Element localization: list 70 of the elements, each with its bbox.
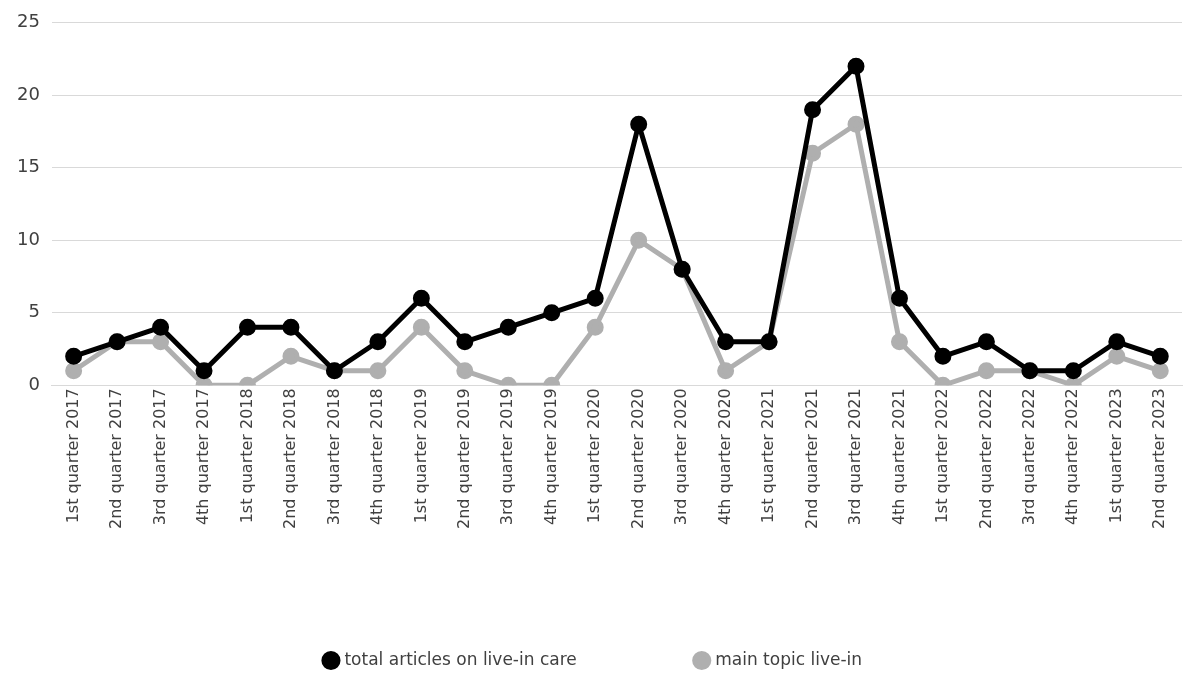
- y-tick-label: 10: [17, 227, 40, 249]
- point: [369, 362, 387, 380]
- x-tick-label: 1st quarter 2017: [62, 388, 82, 524]
- point: [65, 362, 83, 380]
- x-tick-label: 2nd quarter 2021: [801, 388, 821, 530]
- point: [195, 362, 213, 380]
- x-tick-label: 4th quarter 2022: [1062, 388, 1082, 526]
- point: [934, 347, 952, 365]
- x-tick-label: 1st quarter 2019: [410, 388, 430, 524]
- x-tick-label: 2nd quarter 2022: [975, 388, 995, 530]
- x-tick-label: 1st quarter 2020: [584, 388, 604, 524]
- legend-label: main topic live-in: [715, 648, 863, 669]
- x-tick-label: 4th quarter 2019: [540, 388, 560, 526]
- x-tick-label: 2nd quarter 2020: [627, 388, 647, 530]
- point: [630, 115, 648, 133]
- point: [152, 318, 170, 336]
- point: [369, 333, 387, 351]
- y-tick-label: 25: [17, 10, 40, 32]
- y-tick-label: 5: [28, 300, 40, 322]
- x-tick-label: 4th quarter 2017: [193, 388, 213, 526]
- x-tick-label: 2nd quarter 2019: [453, 388, 473, 530]
- x-tick-label: 4th quarter 2020: [714, 388, 734, 526]
- point: [412, 318, 430, 336]
- point: [717, 333, 735, 351]
- point: [847, 115, 865, 133]
- point: [1108, 333, 1126, 351]
- x-tick-label: 3rd quarter 2018: [323, 388, 343, 526]
- x-tick-label: 1st quarter 2022: [932, 388, 952, 524]
- point: [543, 304, 561, 322]
- x-tick-label: 1st quarter 2021: [758, 388, 778, 524]
- point: [1151, 347, 1169, 365]
- x-tick-label: 3rd quarter 2020: [671, 388, 691, 526]
- point: [239, 318, 256, 336]
- x-tick-label: 3rd quarter 2021: [845, 388, 865, 526]
- x-tick-label: 2nd quarter 2018: [280, 388, 300, 530]
- x-tick-label: 3rd quarter 2019: [497, 388, 517, 526]
- x-tick-label: 4th quarter 2021: [888, 388, 908, 526]
- point: [282, 318, 300, 336]
- point: [586, 318, 604, 336]
- x-tick-label: 2nd quarter 2017: [106, 388, 126, 530]
- point: [1108, 347, 1126, 365]
- point: [65, 347, 83, 365]
- point: [456, 362, 474, 380]
- point: [977, 362, 995, 380]
- point: [717, 362, 735, 380]
- y-tick-label: 20: [17, 82, 40, 104]
- point: [586, 289, 604, 307]
- x-tick-label: 4th quarter 2018: [367, 388, 387, 526]
- x-tick-label: 1st quarter 2018: [236, 388, 256, 524]
- point: [630, 231, 648, 249]
- point: [890, 333, 908, 351]
- y-tick-label: 15: [17, 155, 40, 177]
- point: [847, 57, 865, 75]
- point: [456, 333, 474, 351]
- x-tick-label: 1st quarter 2023: [1105, 388, 1125, 524]
- point: [890, 289, 908, 307]
- x-tick-label: 3rd quarter 2022: [1019, 388, 1039, 526]
- y-tick-label: 0: [28, 372, 40, 394]
- point: [282, 347, 300, 365]
- point: [1064, 362, 1082, 380]
- legend-label: total articles on live-in care: [344, 648, 577, 669]
- x-tick-label: 3rd quarter 2017: [149, 388, 169, 526]
- point: [152, 333, 170, 351]
- point: [804, 144, 822, 162]
- point: [499, 318, 517, 336]
- point: [412, 289, 430, 307]
- point: [1151, 362, 1169, 380]
- point: [804, 101, 822, 119]
- point: [977, 333, 995, 351]
- x-tick-label: 2nd quarter 2023: [1149, 388, 1169, 530]
